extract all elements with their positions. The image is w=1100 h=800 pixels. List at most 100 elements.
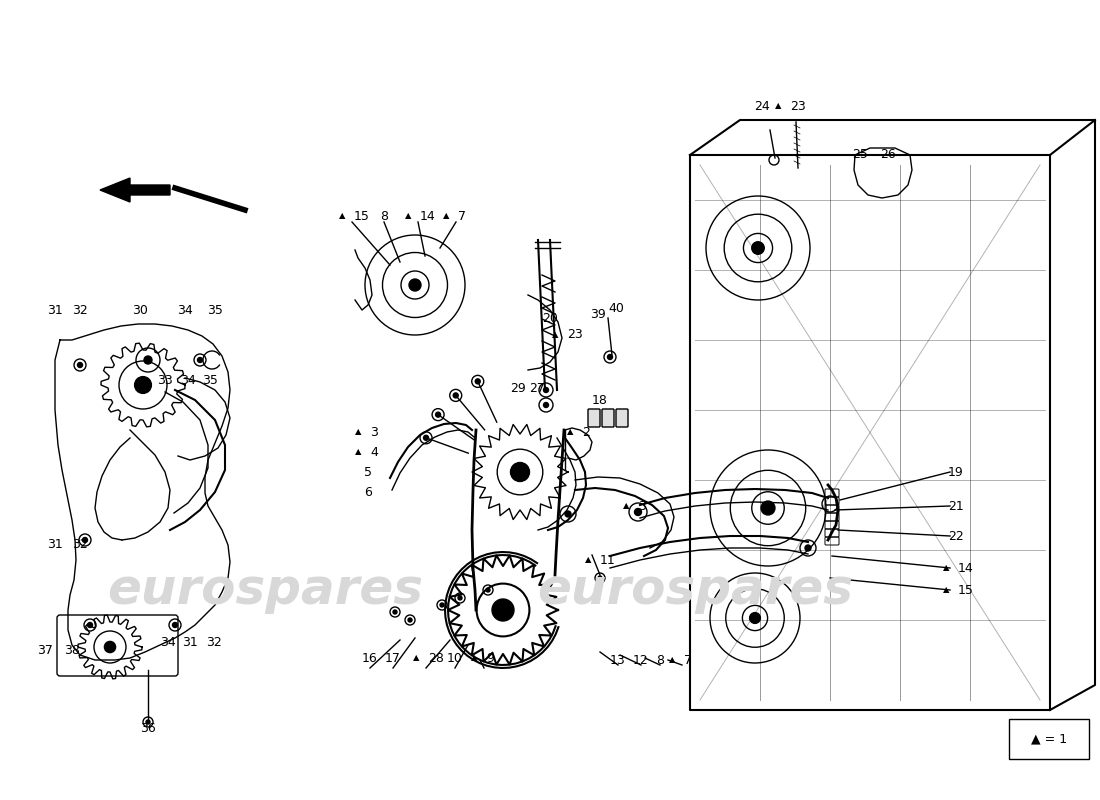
Circle shape — [475, 379, 481, 384]
Text: 29: 29 — [510, 382, 526, 394]
Text: 21: 21 — [948, 499, 964, 513]
Text: ▲: ▲ — [339, 211, 345, 221]
Text: 34: 34 — [161, 637, 176, 650]
Text: 31: 31 — [183, 637, 198, 650]
Text: ▲: ▲ — [669, 655, 675, 665]
Circle shape — [198, 358, 202, 362]
Text: 3: 3 — [370, 426, 378, 438]
Circle shape — [104, 642, 116, 653]
Text: 37: 37 — [37, 643, 53, 657]
Text: 38: 38 — [64, 643, 80, 657]
Text: 7: 7 — [458, 210, 466, 222]
Circle shape — [761, 501, 776, 515]
Text: 31: 31 — [47, 538, 63, 551]
Circle shape — [453, 393, 459, 398]
Text: ▲: ▲ — [412, 654, 419, 662]
Text: 40: 40 — [608, 302, 624, 314]
Text: 26: 26 — [880, 149, 895, 162]
Text: ▲: ▲ — [471, 654, 477, 662]
Text: 27: 27 — [529, 382, 544, 394]
FancyBboxPatch shape — [616, 409, 628, 427]
Text: 32: 32 — [206, 637, 222, 650]
Text: 18: 18 — [592, 394, 608, 406]
Polygon shape — [100, 178, 170, 202]
Circle shape — [77, 362, 82, 367]
Text: 3: 3 — [638, 499, 646, 513]
Circle shape — [424, 435, 429, 440]
Text: 12: 12 — [634, 654, 649, 666]
Circle shape — [458, 596, 462, 600]
Text: 10: 10 — [447, 651, 463, 665]
Text: 30: 30 — [132, 303, 147, 317]
Circle shape — [492, 599, 514, 621]
Circle shape — [805, 545, 811, 551]
Circle shape — [635, 509, 641, 515]
Circle shape — [134, 377, 152, 394]
Circle shape — [749, 613, 760, 623]
Text: 11: 11 — [600, 554, 616, 566]
Circle shape — [440, 603, 444, 607]
Text: 14: 14 — [958, 562, 974, 574]
Circle shape — [598, 576, 602, 580]
Circle shape — [409, 279, 421, 291]
Text: 4: 4 — [370, 446, 378, 458]
Text: 16: 16 — [362, 651, 378, 665]
Text: 33: 33 — [157, 374, 173, 386]
Text: 35: 35 — [202, 374, 218, 386]
Text: 24: 24 — [755, 99, 770, 113]
Circle shape — [565, 511, 571, 517]
Text: ▲: ▲ — [943, 563, 949, 573]
Circle shape — [436, 412, 441, 417]
FancyBboxPatch shape — [602, 409, 614, 427]
Circle shape — [173, 622, 177, 627]
Text: 15: 15 — [958, 583, 974, 597]
Text: ▲: ▲ — [354, 447, 361, 457]
Text: 7: 7 — [684, 654, 692, 666]
Text: 35: 35 — [207, 303, 223, 317]
FancyBboxPatch shape — [588, 409, 600, 427]
Text: 25: 25 — [852, 149, 868, 162]
Text: 2: 2 — [582, 426, 590, 438]
Text: 6: 6 — [364, 486, 372, 498]
Text: 39: 39 — [590, 309, 606, 322]
Text: ▲ = 1: ▲ = 1 — [1031, 733, 1067, 746]
Circle shape — [543, 402, 549, 407]
Circle shape — [82, 538, 88, 542]
Text: 32: 32 — [73, 538, 88, 551]
Text: 28: 28 — [428, 651, 444, 665]
Text: 22: 22 — [948, 530, 964, 542]
Circle shape — [393, 610, 397, 614]
Text: 36: 36 — [140, 722, 156, 734]
Text: ▲: ▲ — [566, 427, 573, 437]
Text: 8: 8 — [379, 210, 388, 222]
Circle shape — [486, 588, 490, 592]
Circle shape — [510, 462, 529, 482]
Text: 5: 5 — [364, 466, 372, 478]
Text: ▲: ▲ — [442, 211, 449, 221]
Text: ▲: ▲ — [354, 427, 361, 437]
Circle shape — [751, 242, 764, 254]
Text: 23: 23 — [790, 99, 805, 113]
Text: ▲: ▲ — [552, 330, 558, 339]
Text: eurospares: eurospares — [537, 566, 852, 614]
Text: ▲: ▲ — [405, 211, 411, 221]
Circle shape — [607, 354, 613, 359]
Text: ▲: ▲ — [623, 502, 629, 510]
Text: ▲: ▲ — [774, 102, 781, 110]
Circle shape — [543, 387, 549, 393]
Text: 34: 34 — [177, 303, 192, 317]
Text: 32: 32 — [73, 303, 88, 317]
Text: 31: 31 — [47, 303, 63, 317]
Text: ▲: ▲ — [943, 586, 949, 594]
Text: 8: 8 — [656, 654, 664, 666]
Text: 23: 23 — [566, 329, 583, 342]
Circle shape — [408, 618, 412, 622]
Text: ▲: ▲ — [585, 555, 592, 565]
Text: 19: 19 — [948, 466, 964, 478]
Circle shape — [146, 720, 150, 724]
Text: 34: 34 — [180, 374, 196, 386]
Text: 17: 17 — [385, 651, 400, 665]
Text: 14: 14 — [420, 210, 436, 222]
Text: eurospares: eurospares — [107, 566, 424, 614]
Circle shape — [144, 356, 152, 364]
